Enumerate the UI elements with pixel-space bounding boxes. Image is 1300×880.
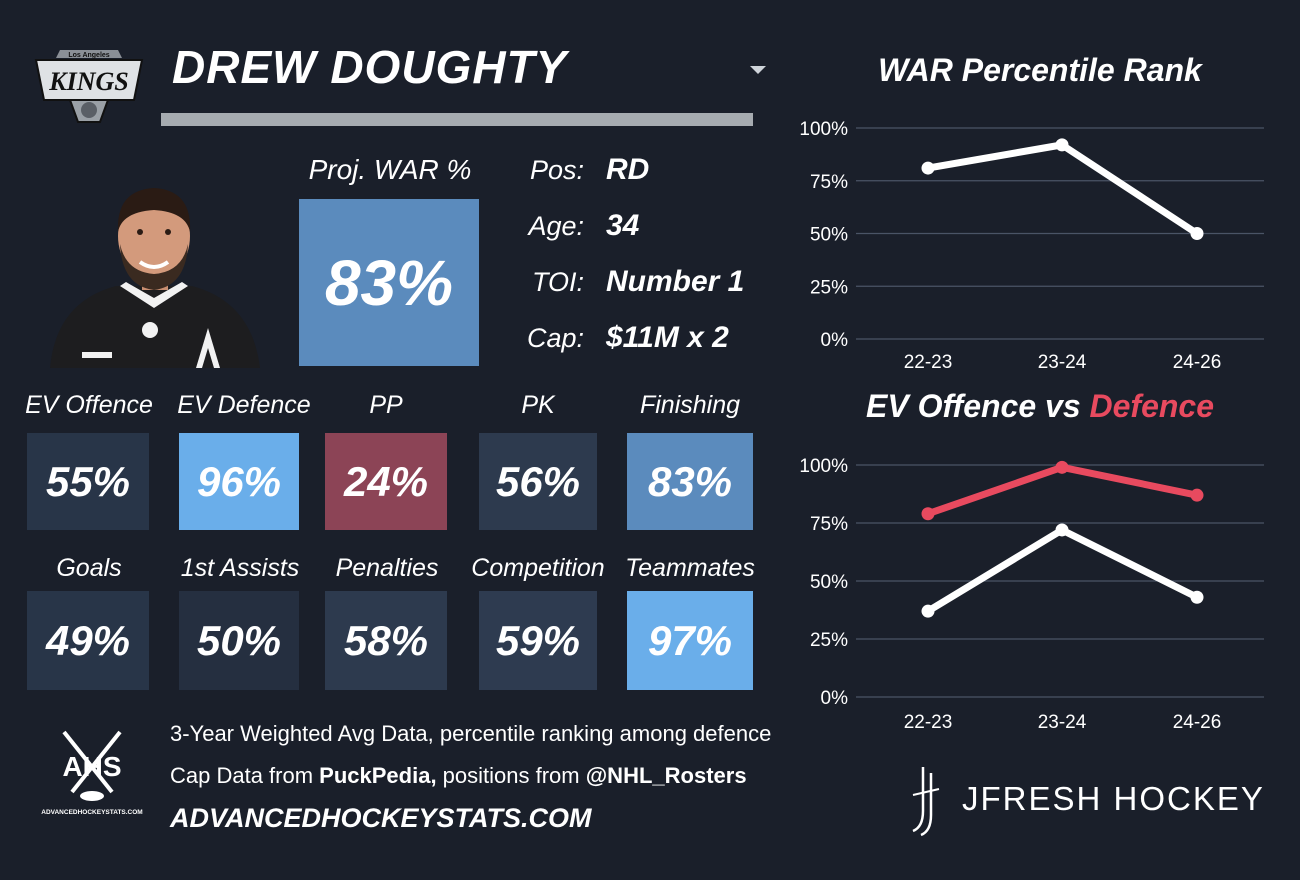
data-point — [1055, 460, 1069, 474]
y-tick-label: 75% — [810, 172, 848, 193]
tile-pp: 24% — [325, 433, 447, 530]
series-line-1 — [924, 463, 1201, 518]
chart2-title-offence: EV Offence vs — [865, 388, 1090, 424]
info-label-toi: TOI: — [531, 267, 584, 297]
proj-war-value: 83% — [324, 246, 454, 319]
y-tick-label: 0% — [821, 330, 849, 351]
tile-finishing: 83% — [627, 433, 753, 530]
tile-label-penalties: Penalties — [335, 554, 439, 582]
tile-value-goals: 49% — [45, 616, 131, 664]
tile-label-goals: Goals — [56, 554, 122, 582]
info-value-age: 34 — [606, 209, 640, 242]
tile-value-ev-defence: 96% — [196, 457, 282, 505]
tile-value-1st-assists: 50% — [196, 616, 282, 664]
tile-value-competition: 59% — [495, 616, 581, 664]
tile-ev-offence: 55% — [27, 433, 149, 530]
jfresh-logo-icon — [905, 765, 945, 837]
footer-line-1: 3-Year Weighted Avg Data, percentile ran… — [170, 721, 772, 746]
chart1-title: WAR Percentile Rank — [878, 52, 1202, 88]
footer-line-2-prefix: Cap Data from — [170, 763, 320, 788]
team-logo-subtext: Los Angeles — [68, 52, 109, 59]
proj-war-tile: 83% — [299, 199, 479, 366]
x-tick-label: 22-23 — [904, 352, 953, 373]
y-tick-label: 100% — [799, 119, 848, 140]
y-tick-label: 75% — [810, 514, 848, 535]
ev-offence-defence-chart: 0% 25% 50% 75% 100% 22-23 23-24 24-26 — [790, 446, 1270, 736]
tile-value-finishing: 83% — [647, 457, 733, 505]
website-link[interactable]: ADVANCEDHOCKEYSTATS.COM — [170, 803, 592, 833]
tile-label-1st-assists: 1st Assists — [180, 554, 300, 582]
y-tick-label: 0% — [821, 688, 849, 709]
proj-war-label: Proj. WAR % — [308, 154, 472, 185]
tile-label-pp: PP — [369, 391, 403, 419]
data-point — [1190, 227, 1204, 240]
data-point — [921, 507, 935, 521]
player-name: DREW DOUGHTY — [172, 41, 568, 93]
info-label-age: Age: — [528, 211, 584, 241]
footer-line-2: Cap Data from PuckPedia, positions from … — [170, 763, 747, 789]
tile-value-penalties: 58% — [343, 616, 429, 664]
info-label-position: Pos: — [529, 155, 584, 185]
y-tick-label: 50% — [810, 225, 848, 246]
tile-ev-defence: 96% — [179, 433, 299, 530]
footer-puckpedia: PuckPedia, — [319, 763, 437, 788]
info-value-toi: Number 1 — [606, 265, 745, 298]
x-tick-label: 22-23 — [904, 712, 953, 733]
tile-value-pp: 24% — [343, 457, 429, 505]
footer-line-2-mid: positions from — [436, 763, 586, 788]
x-tick-label: 24-26 — [1173, 352, 1222, 373]
data-point — [1190, 590, 1204, 604]
tile-penalties: 58% — [325, 591, 447, 690]
team-logo-text: KINGS — [48, 67, 128, 96]
y-tick-label: 100% — [799, 456, 848, 477]
y-tick-label: 25% — [810, 630, 848, 651]
y-tick-label: 50% — [810, 572, 848, 593]
tile-value-teammates: 97% — [647, 616, 733, 664]
jfresh-hockey-brand: JFRESH HOCKEY — [962, 780, 1265, 817]
tile-label-ev-defence: EV Defence — [177, 391, 311, 419]
tile-competition: 59% — [479, 591, 597, 690]
series-line-0 — [924, 526, 1201, 615]
tile-label-finishing: Finishing — [639, 391, 741, 419]
tile-pk: 56% — [479, 433, 597, 530]
data-point — [921, 604, 935, 618]
tile-teammates: 97% — [627, 591, 753, 690]
tile-value-ev-offence: 55% — [45, 457, 131, 505]
x-tick-label: 23-24 — [1038, 712, 1087, 733]
data-point — [1055, 138, 1069, 152]
tile-goals: 49% — [27, 591, 149, 690]
info-label-cap: Cap: — [526, 323, 584, 353]
data-point — [921, 161, 935, 175]
player-dropdown-icon[interactable] — [750, 66, 766, 74]
tile-label-teammates: Teammates — [625, 554, 755, 582]
data-point — [1190, 488, 1204, 502]
war-percentile-chart: 0% 25% 50% 75% 100% 22-23 23-24 24-26 — [790, 108, 1270, 388]
data-point — [1055, 523, 1069, 537]
info-value-position: RD — [606, 153, 650, 186]
header-divider-bar — [161, 113, 753, 126]
tile-label-pk: PK — [521, 391, 555, 419]
x-tick-label: 23-24 — [1038, 352, 1087, 373]
series-line-0 — [924, 141, 1201, 237]
footer-nhl-rosters: @NHL_Rosters — [585, 763, 747, 788]
chart2-title: EV Offence vs Defence — [810, 388, 1270, 425]
tile-label-competition: Competition — [471, 554, 605, 582]
player-photo — [46, 182, 262, 368]
ahs-logo-subtext: ADVANCEDHOCKEYSTATS.COM — [41, 809, 142, 816]
ev-offence-defence-chart-svg: 0% 25% 50% 75% 100% 22-23 23-24 24-26 — [799, 456, 1264, 733]
ahs-logo: AHS ADVANCEDHOCKEYSTATS.COM — [40, 728, 144, 820]
war-percentile-chart-svg: 0% 25% 50% 75% 100% 22-23 23-24 24-26 — [799, 119, 1264, 373]
info-value-cap: $11M x 2 — [606, 321, 729, 354]
ahs-logo-text: AHS — [62, 751, 121, 782]
y-tick-label: 25% — [810, 277, 848, 298]
tile-label-ev-offence: EV Offence — [25, 391, 153, 419]
x-tick-label: 24-26 — [1173, 712, 1222, 733]
tile-1st-assists: 50% — [179, 591, 299, 690]
team-logo: Los Angeles KINGS — [30, 48, 148, 126]
chart2-title-defence: Defence — [1089, 388, 1215, 424]
tile-value-pk: 56% — [495, 457, 581, 505]
